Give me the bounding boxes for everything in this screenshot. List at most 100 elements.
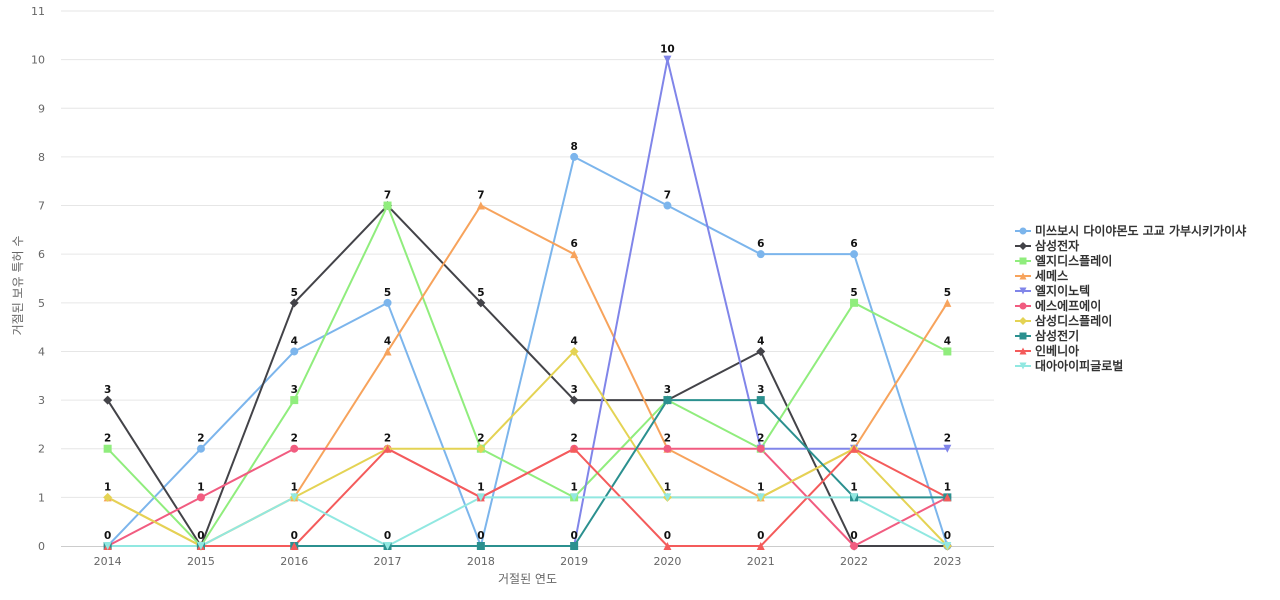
legend-item[interactable]: 삼성전기 (1015, 328, 1079, 343)
data-label: 5 (477, 287, 484, 299)
series-10-point (476, 493, 485, 502)
x-tick-label: 2018 (467, 555, 495, 568)
series-4-point (383, 347, 392, 356)
x-tick-label: 2017 (374, 555, 402, 568)
legend-item[interactable]: 대아아이피글로벌 (1015, 358, 1123, 373)
series-8-point (663, 396, 672, 405)
y-axis-ticks: 0 1 2 3 4 5 6 7 8 9 10 11 (31, 5, 45, 553)
data-label: 0 (384, 530, 391, 542)
legend-item[interactable]: 인베니아 (1015, 343, 1079, 358)
data-label: 2 (757, 433, 764, 445)
legend-marker (1019, 362, 1027, 370)
legend-item[interactable]: 엘지이노텍 (1015, 283, 1090, 298)
y-tick-label: 5 (38, 297, 45, 310)
data-label: 3 (757, 384, 764, 396)
data-label: 4 (384, 335, 391, 347)
legend-marker (1019, 302, 1027, 310)
data-label: 5 (944, 287, 951, 299)
data-label: 2 (944, 433, 951, 445)
series-10-point (943, 542, 952, 550)
legend-label: 세메스 (1035, 268, 1068, 283)
series-line-10[interactable] (106, 496, 949, 547)
series-1-point (383, 298, 392, 307)
x-tick-label: 2021 (747, 555, 775, 568)
legend-marker (1019, 332, 1027, 340)
series-line-3[interactable] (106, 204, 949, 547)
series-9-point (290, 542, 299, 550)
series-2-point (289, 298, 299, 308)
series-5-point (663, 55, 672, 64)
data-label: 1 (850, 481, 857, 493)
legend-label: 미쓰보시 다이야몬도 고교 가부시키가이샤 (1035, 223, 1246, 238)
series-3-point (290, 396, 299, 405)
series-2-point (569, 395, 579, 405)
legend-item[interactable]: 삼성디스플레이 (1015, 313, 1112, 328)
x-tick-label: 2015 (187, 555, 215, 568)
series-9-point (850, 444, 859, 453)
data-label: 3 (664, 384, 671, 396)
legend-label: 대아아이피글로벌 (1035, 358, 1123, 373)
series-10-point (663, 493, 672, 502)
data-label: 0 (664, 530, 671, 542)
data-label: 2 (850, 433, 857, 445)
y-tick-label: 10 (31, 54, 45, 67)
series-lines (106, 58, 949, 547)
data-label: 1 (570, 481, 577, 493)
series-10-point (103, 542, 112, 550)
data-label: 10 (660, 44, 675, 56)
series-8-point (476, 542, 485, 550)
legend[interactable]: 미쓰보시 다이야몬도 고교 가부시키가이샤삼성전자엘지디스플레이세메스엘지이노텍… (1015, 223, 1246, 373)
data-label: 0 (291, 530, 298, 542)
legend-item[interactable]: 삼성전자 (1015, 238, 1079, 253)
y-axis-title: 거절된 보유 특허 수 (11, 236, 25, 336)
legend-item[interactable]: 에스에프에이 (1015, 298, 1101, 313)
x-tick-label: 2019 (560, 555, 588, 568)
data-label: 2 (291, 433, 298, 445)
data-label: 1 (104, 481, 111, 493)
data-label: 3 (104, 384, 111, 396)
data-labels: 0321201453102574020527183160247321010642… (104, 44, 951, 542)
series-9-point (570, 444, 579, 453)
data-label: 6 (850, 238, 857, 250)
data-label: 2 (664, 433, 671, 445)
y-tick-label: 9 (38, 102, 45, 115)
legend-item[interactable]: 세메스 (1015, 268, 1068, 283)
legend-item[interactable]: 엘지디스플레이 (1015, 253, 1112, 268)
data-label: 1 (291, 481, 298, 493)
series-1-point (756, 250, 765, 259)
legend-marker (1019, 347, 1027, 355)
legend-item[interactable]: 미쓰보시 다이야몬도 고교 가부시키가이샤 (1015, 223, 1246, 238)
legend-marker (1019, 242, 1027, 250)
series-2-point (103, 395, 113, 405)
data-label: 0 (757, 530, 764, 542)
data-label: 4 (757, 335, 764, 347)
data-label: 4 (944, 335, 951, 347)
series-5-point (943, 444, 952, 453)
legend-label: 엘지디스플레이 (1035, 253, 1112, 268)
y-tick-label: 7 (38, 200, 45, 213)
series-4-point (570, 250, 579, 259)
series-9-point (663, 542, 672, 550)
series-1-point (290, 347, 299, 356)
series-4-point (476, 201, 485, 210)
data-label: 0 (944, 530, 951, 542)
series-8-point (756, 396, 765, 405)
series-1-point (663, 201, 672, 210)
series-10-point (290, 493, 299, 502)
legend-marker (1019, 257, 1027, 265)
series-10-point (196, 542, 205, 550)
data-label: 1 (944, 481, 951, 493)
data-label: 0 (104, 530, 111, 542)
legend-label: 삼성전자 (1035, 238, 1079, 253)
series-4-point (943, 298, 952, 307)
series-6-point (850, 542, 859, 550)
series-3-point (943, 347, 952, 356)
x-tick-label: 2023 (933, 555, 961, 568)
data-label: 1 (664, 481, 671, 493)
series-6-point (290, 444, 299, 453)
y-tick-label: 1 (38, 491, 45, 504)
series-3-point (383, 201, 392, 210)
series-10-point (756, 493, 765, 502)
